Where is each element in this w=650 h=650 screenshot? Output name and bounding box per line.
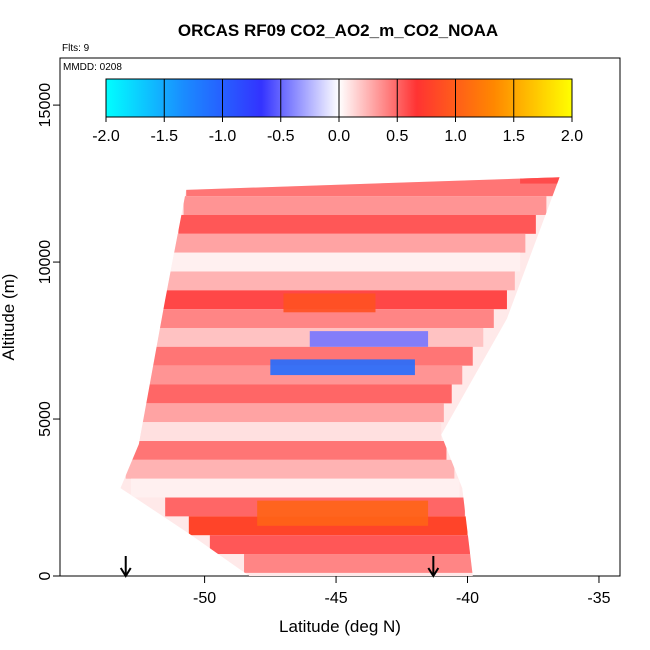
- heatmap-band: [152, 309, 494, 328]
- heatmap-band: [162, 271, 515, 291]
- heatmap-layer: [120, 177, 560, 576]
- x-tick-label: -40: [456, 590, 479, 607]
- y-tick-label: 10000: [37, 240, 54, 285]
- heatmap-band: [173, 233, 526, 253]
- heatmap-band: [128, 441, 447, 460]
- heatmap-band: [141, 384, 452, 404]
- colorbar-tick-label: -2.0: [92, 128, 120, 145]
- y-tick-label: 0: [37, 571, 54, 580]
- heatmap-band: [138, 403, 444, 423]
- colorbar: -2.0 -1.5 -1.0 -0.5 0.0 0.5 1.0 1.5 2.0: [92, 78, 583, 145]
- colorbar-tick-label: 1.0: [444, 128, 466, 145]
- heatmap-band: [209, 535, 471, 555]
- y-axis: 0 5000 10000 15000: [37, 83, 60, 580]
- heatmap-band: [167, 252, 521, 272]
- x-tick-label: -35: [587, 590, 610, 607]
- colorbar-tick-label: 2.0: [561, 128, 583, 145]
- heatmap-band: [136, 422, 442, 442]
- heatmap-band: [178, 214, 536, 234]
- heatmap-band: [183, 196, 547, 215]
- down-arrow-icon: [119, 556, 132, 578]
- heatmap-anomaly: [520, 177, 560, 184]
- heatmap-band: [244, 554, 473, 573]
- heatmap-band: [130, 478, 460, 498]
- y-tick-label: 5000: [37, 401, 54, 437]
- y-axis-label: Altitude (m): [0, 274, 18, 361]
- down-arrow-icon: [427, 556, 440, 578]
- heatmap-band: [186, 177, 560, 197]
- chart-title: ORCAS RF09 CO2_AO2_m_CO2_NOAA: [178, 21, 498, 40]
- colorbar-tick-label: -1.5: [150, 128, 178, 145]
- x-axis-label: Latitude (deg N): [279, 617, 401, 636]
- heatmap-anomaly: [257, 500, 429, 526]
- heatmap-band: [125, 459, 455, 479]
- heatmap-anomaly: [309, 331, 429, 347]
- flight-markers: [119, 556, 440, 578]
- heatmap-anomaly: [283, 293, 376, 313]
- mmdd-note: MMDD: 0208: [63, 62, 122, 73]
- colorbar-tick-label: 0.0: [328, 128, 350, 145]
- flights-note: Flts: 9: [62, 43, 90, 54]
- colorbar-tick-label: 0.5: [386, 128, 408, 145]
- x-axis: -50 -45 -40 -35: [193, 576, 611, 607]
- y-tick-label: 15000: [37, 83, 54, 128]
- colorbar-tick-label: -1.0: [209, 128, 237, 145]
- x-tick-label: -45: [324, 590, 347, 607]
- colorbar-tick-label: -0.5: [267, 128, 295, 145]
- heatmap-anomaly: [270, 359, 415, 376]
- colorbar-tick-label: 1.5: [503, 128, 525, 145]
- x-tick-label: -50: [193, 590, 216, 607]
